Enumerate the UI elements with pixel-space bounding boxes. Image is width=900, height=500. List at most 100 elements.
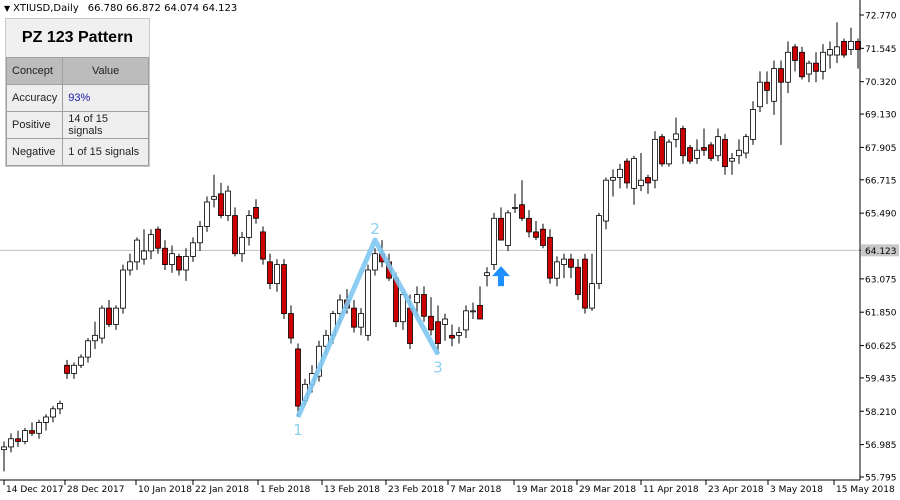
candle-body [470,310,476,313]
candle-body [449,334,455,339]
candle [50,406,56,423]
concept-header: Concept [5,57,64,85]
candle [295,343,301,417]
candle-body [106,307,112,325]
candle-body [435,321,441,344]
candle-body [806,62,812,75]
candle [554,256,560,287]
candle-body [29,430,35,434]
candle-body [547,236,553,279]
candle-body [729,158,735,162]
candle-body [421,294,427,317]
y-tick-label: 71.545 [865,45,897,55]
candle-body [232,215,238,255]
candle-body [148,234,154,252]
candle [155,226,161,254]
value-cell: 1 of 15 signals [62,138,149,166]
ohlc-readout: 66.780 66.872 64.074 64.123 [87,3,238,14]
candle [43,414,49,431]
candle-body [624,160,630,184]
collapse-triangle-icon[interactable]: ▼ [4,4,11,13]
candle-body [820,51,826,72]
candle-body [120,269,126,309]
candle [442,313,448,341]
candle [183,248,189,281]
candle [848,27,854,56]
candle-body [211,196,217,200]
candle-body [225,190,231,216]
candle-body [708,144,714,159]
candle [148,229,154,260]
candle-body [659,136,665,165]
candle [750,101,756,145]
candle-body [582,258,588,309]
candle [428,297,434,336]
candle [85,338,91,363]
candle-body [827,49,833,56]
candle [162,240,168,271]
candle [421,286,427,322]
panel-title: PZ 123 Pattern [21,29,134,46]
x-tick-label: 7 Mar 2018 [450,485,502,495]
x-tick-label: 28 Dec 2017 [67,485,125,495]
candle [211,174,217,208]
candle-body [799,51,805,78]
candle [99,305,105,344]
candle [456,327,462,344]
candle-body [512,207,518,209]
candle [267,253,273,290]
candle-body [92,334,98,342]
candle-body [554,261,560,279]
candle-body [428,315,434,331]
candle-body [36,422,42,434]
candle [603,177,609,230]
candle [253,199,259,224]
candle-body [1,446,7,451]
candle [92,321,98,349]
candle [645,174,651,194]
candle [127,253,133,276]
value-cell: 14 of 15 signals [62,111,149,139]
candle [652,131,658,189]
candle [260,226,266,265]
candle-body [715,136,721,157]
candle-body [442,318,448,325]
candle-body [610,177,616,181]
candle-body [498,217,504,241]
candle-body [645,177,651,184]
stats-table: Concept Value Accuracy 93% Positive 14 o… [5,57,149,166]
candle-body [141,250,147,260]
candle [568,253,574,279]
candle-body [295,348,301,407]
candle-body [505,212,511,246]
candle [372,248,378,276]
y-tick-label: 58.210 [865,408,897,418]
candle-body [239,236,245,255]
candle-body [337,299,343,314]
candle-body [204,201,210,227]
candle [64,359,70,379]
candle-body [414,294,420,304]
candle-body [176,256,182,271]
candle [596,212,602,290]
candle-body [638,179,644,187]
candle-body [99,307,105,339]
candle [435,305,441,355]
candle-body [743,136,749,154]
candle-body [484,272,490,276]
pattern-point-label: 1 [293,421,303,439]
candle-body [491,217,497,265]
x-tick-label: 1 Feb 2018 [260,485,311,495]
candle-body [127,261,133,271]
candle-body [666,141,672,165]
candle-body [694,149,700,159]
candle [57,400,63,415]
current-price-tag [861,244,899,257]
value-header: Value [62,57,149,85]
candle [785,41,791,94]
candle [715,128,721,162]
candle-body [561,258,567,265]
candle [687,144,693,164]
candle [778,60,784,145]
candle-body [281,264,287,314]
